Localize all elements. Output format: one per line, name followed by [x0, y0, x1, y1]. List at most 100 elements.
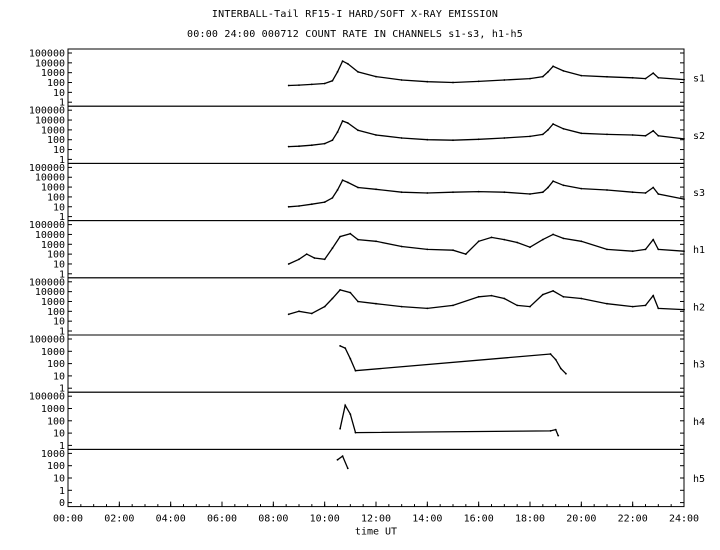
data-point-s3 — [552, 180, 554, 183]
data-point-h4 — [354, 431, 357, 434]
data-point-s1 — [400, 79, 403, 81]
y-tick-label: 1 — [59, 384, 65, 395]
channel-label-h3: h3 — [693, 360, 705, 371]
y-tick-label: 1000 — [41, 183, 65, 194]
data-point-s1 — [346, 62, 349, 65]
data-point-h2 — [516, 304, 519, 307]
data-point-h1 — [323, 258, 326, 261]
data-point-s1 — [357, 71, 359, 73]
data-point-h4 — [344, 404, 347, 407]
data-point-h2 — [580, 297, 583, 300]
data-point-s2 — [683, 138, 685, 140]
channel-label-h2: h2 — [693, 302, 705, 313]
data-point-h2 — [606, 302, 608, 305]
y-tick-label: 100 — [47, 192, 65, 203]
data-point-h3 — [344, 347, 347, 349]
data-point-h1 — [305, 253, 308, 256]
data-point-h2 — [331, 297, 334, 300]
data-point-s1 — [323, 82, 326, 85]
y-tick-label: 10 — [53, 202, 65, 213]
y-tick-label: 10 — [53, 474, 65, 485]
data-point-s2 — [652, 129, 655, 132]
y-tick-label: 100 — [47, 416, 65, 427]
data-point-h1 — [331, 247, 334, 250]
data-point-s1 — [503, 79, 506, 81]
y-tick-label: 1 — [59, 155, 65, 166]
data-point-s3 — [547, 186, 549, 189]
y-tick-label: 10000 — [35, 173, 65, 184]
y-tick-label: 1 — [59, 269, 65, 280]
y-tick-label: 10 — [53, 371, 65, 382]
data-point-s3 — [375, 188, 377, 191]
data-point-h2 — [490, 294, 493, 297]
data-point-h1 — [400, 245, 403, 248]
data-point-s3 — [426, 192, 429, 194]
data-point-h2 — [339, 289, 341, 291]
data-point-h1 — [606, 248, 608, 251]
y-tick-label: 1000 — [41, 125, 65, 136]
data-point-s3 — [529, 193, 531, 195]
data-point-h1 — [339, 235, 341, 238]
data-point-s3 — [323, 201, 326, 204]
data-point-h1 — [541, 238, 544, 241]
data-point-s2 — [606, 133, 608, 136]
channel-label-s3: s3 — [693, 188, 705, 199]
data-point-s3 — [606, 189, 608, 191]
data-point-h3 — [565, 372, 567, 375]
y-tick-label: 10 — [53, 317, 65, 328]
x-tick-label: 02:00 — [104, 514, 134, 525]
data-point-s1 — [477, 80, 480, 83]
data-point-s2 — [346, 122, 349, 124]
y-tick-label: 10000 — [35, 287, 65, 298]
y-tick-label: 100 — [47, 135, 65, 146]
data-point-h3 — [549, 353, 552, 355]
data-point-s3 — [331, 197, 334, 199]
data-point-s1 — [547, 71, 549, 73]
data-point-s2 — [375, 134, 377, 136]
data-point-s2 — [298, 145, 300, 148]
chart-subtitle: 00:00 24:00 000712 COUNT RATE IN CHANNEL… — [187, 29, 523, 40]
data-point-h4 — [554, 428, 557, 431]
x-tick-label: 22:00 — [618, 514, 648, 525]
data-point-h2 — [657, 307, 660, 310]
data-point-s1 — [683, 78, 685, 81]
data-point-s2 — [477, 138, 480, 141]
x-tick-label: 00:00 — [53, 514, 83, 525]
panel-frame-h5 — [67, 448, 685, 508]
data-point-s1 — [375, 75, 377, 78]
data-point-h2 — [452, 304, 454, 307]
data-point-h2 — [503, 297, 506, 300]
data-point-s3 — [683, 198, 685, 201]
data-point-h1 — [313, 257, 316, 259]
y-tick-label: 1 — [59, 212, 65, 223]
data-point-h2 — [683, 308, 685, 311]
data-point-s1 — [336, 71, 339, 73]
data-point-h2 — [631, 305, 634, 308]
data-point-s3 — [298, 205, 300, 207]
data-point-h1 — [552, 233, 554, 236]
data-point-s1 — [541, 75, 544, 78]
y-tick-label: 100000 — [29, 277, 65, 288]
data-point-h4 — [349, 413, 352, 415]
data-point-h2 — [375, 302, 377, 305]
data-point-s3 — [341, 179, 344, 182]
y-tick-label: 100000 — [29, 163, 65, 174]
data-point-h1 — [516, 241, 519, 244]
x-tick-label: 16:00 — [464, 514, 494, 525]
data-point-s1 — [631, 76, 634, 79]
panel-frame-h3 — [67, 334, 685, 393]
data-point-h2 — [298, 310, 300, 313]
x-tick-label: 08:00 — [258, 514, 288, 525]
y-tick-label: 100000 — [29, 49, 65, 60]
y-tick-label: 100000 — [29, 220, 65, 231]
series-line-h1 — [288, 232, 685, 265]
x-tick-label: 12:00 — [361, 514, 391, 525]
data-point-s3 — [346, 181, 349, 184]
y-tick-label: 1000 — [41, 404, 65, 415]
x-tick-label: 18:00 — [515, 514, 545, 525]
data-point-s3 — [357, 186, 359, 189]
data-point-h1 — [683, 250, 685, 253]
data-point-s3 — [652, 186, 655, 189]
y-tick-label: 10 — [53, 429, 65, 440]
data-point-s1 — [298, 84, 300, 86]
